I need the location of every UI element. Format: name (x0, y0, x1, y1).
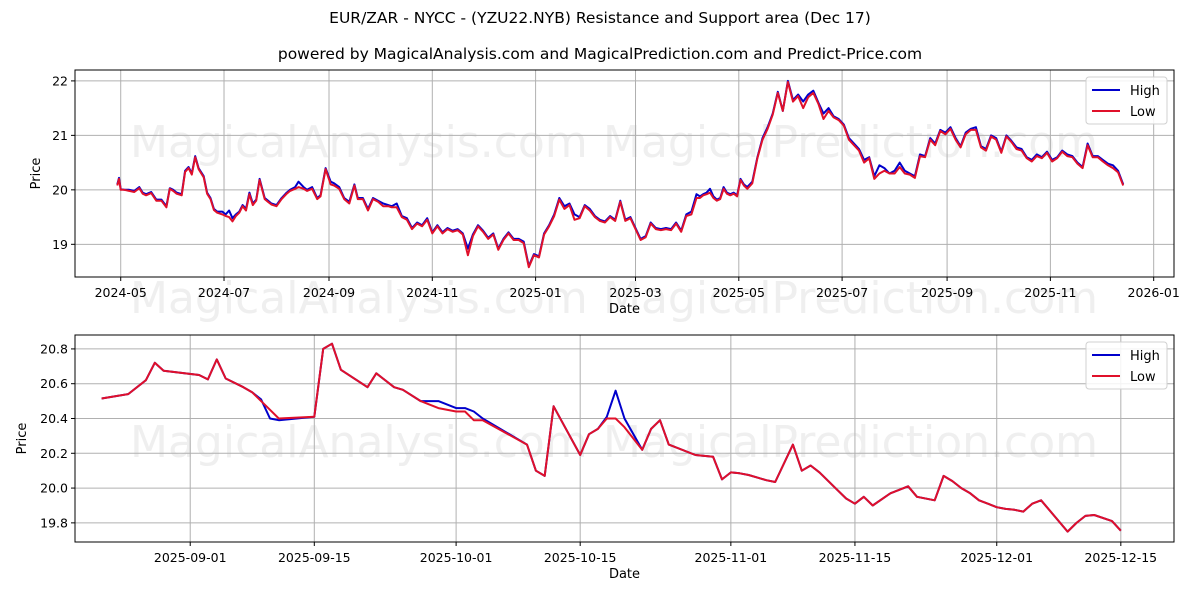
x-tick-label: 2025-09-01 (154, 550, 227, 565)
x-axis-label: Date (609, 567, 640, 582)
series-line-high (116, 79, 1125, 268)
x-tick-label: 2025-12-01 (960, 550, 1033, 565)
x-tick-label: 2025-09 (921, 285, 973, 300)
x-tick-label: 2024-07 (198, 285, 250, 300)
legend-label-low: Low (1130, 370, 1156, 385)
watermark: MagicalAnalysis.com (130, 117, 588, 168)
x-tick-label: 2025-12-15 (1084, 550, 1157, 565)
legend: High Low (1085, 76, 1168, 125)
watermark: MagicalPrediction.com (603, 417, 1098, 468)
x-axis-label: Date (609, 302, 640, 317)
x-tick-label: 2025-07 (816, 285, 868, 300)
y-tick-label: 19 (52, 237, 68, 252)
x-tick-label: 2024-05 (95, 285, 147, 300)
x-tick-label: 2024-09 (303, 285, 355, 300)
x-tick-label: 2024-11 (406, 285, 458, 300)
x-tick-label: 2026-01 (1128, 285, 1180, 300)
y-tick-label: 20.2 (40, 446, 68, 461)
x-tick-label: 2025-01 (509, 285, 561, 300)
watermark: MagicalAnalysis.com (130, 273, 588, 324)
chart-subtitle: powered by MagicalAnalysis.com and Magic… (277, 45, 923, 63)
x-tick-label: 2025-03 (609, 285, 661, 300)
bottom-chart-panel: MagicalAnalysis.com MagicalPrediction.com… (15, 334, 1175, 582)
x-tick-label: 2025-10-15 (544, 550, 617, 565)
legend: High Low (1085, 341, 1168, 390)
chart-title: EUR/ZAR - NYCC - (YZU22.NYB) Resistance … (329, 9, 871, 27)
y-tick-label: 22 (52, 73, 68, 88)
legend-label-high: High (1130, 349, 1160, 364)
x-tick-label: 2025-11-15 (819, 550, 892, 565)
axes-frame (74, 69, 1175, 278)
y-tick-label: 20.8 (40, 341, 68, 356)
x-tick-label: 2025-11 (1024, 285, 1076, 300)
legend-label-high: High (1130, 84, 1160, 99)
y-tick-label: 20.6 (40, 376, 68, 391)
axes-frame (74, 334, 1175, 543)
x-tick-label: 2025-09-15 (278, 550, 351, 565)
series-line-low (116, 81, 1125, 269)
series-line-low (101, 342, 1122, 533)
y-axis-label: Price (29, 158, 44, 190)
watermark: MagicalAnalysis.com (130, 417, 588, 468)
y-tick-label: 20 (52, 182, 68, 197)
top-chart-panel: MagicalAnalysis.com MagicalPrediction.com… (29, 69, 1180, 324)
x-tick-label: 2025-05 (713, 285, 765, 300)
watermark: MagicalPrediction.com (603, 273, 1098, 324)
x-tick-label: 2025-11-01 (695, 550, 768, 565)
legend-label-low: Low (1130, 105, 1156, 120)
y-axis-label: Price (15, 423, 30, 455)
y-tick-label: 20.0 (40, 481, 68, 496)
y-tick-label: 21 (52, 128, 68, 143)
y-tick-label: 19.8 (40, 515, 68, 530)
y-tick-label: 20.4 (40, 411, 68, 426)
x-tick-label: 2025-10-01 (420, 550, 493, 565)
